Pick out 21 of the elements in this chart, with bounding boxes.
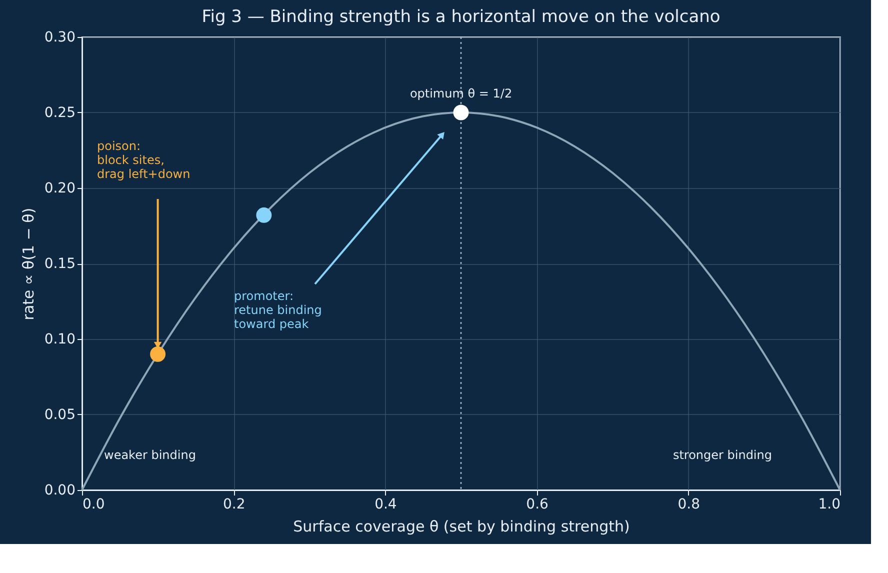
annotation: poison: block sites, drag left+down <box>97 139 190 181</box>
x-tick-label: 0.0 <box>82 496 105 512</box>
y-tick-label: 0.15 <box>44 256 76 272</box>
y-tick-label: 0.30 <box>44 30 76 46</box>
x-tick-label: 1.0 <box>818 496 840 512</box>
annotation: weaker binding <box>104 448 196 462</box>
x-tick-label: 0.6 <box>526 496 549 512</box>
annotation: stronger binding <box>672 448 772 462</box>
y-tick-label: 0.00 <box>44 482 76 498</box>
y-tick-label: 0.05 <box>44 407 76 423</box>
x-tick-label: 0.2 <box>222 496 246 512</box>
chart-title: Fig 3 — Binding strength is a horizontal move on the volcano <box>202 7 720 27</box>
y-tick-label: 0.20 <box>44 180 76 196</box>
x-tick-label: 0.8 <box>678 496 700 512</box>
y-axis-title: rate ∝ θ(1 − θ) <box>19 208 38 320</box>
annotation: promoter: retune binding toward peak <box>234 289 322 331</box>
y-tick-label: 0.25 <box>44 105 76 121</box>
x-tick-label: 0.4 <box>374 496 397 512</box>
x-axis-title: Surface coverage θ (set by binding strength) <box>293 518 630 536</box>
annotation: optimum θ = 1/2 <box>410 86 512 100</box>
y-tick-label: 0.10 <box>44 332 76 348</box>
